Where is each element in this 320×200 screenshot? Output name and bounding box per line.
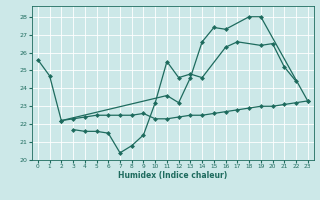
X-axis label: Humidex (Indice chaleur): Humidex (Indice chaleur) <box>118 171 228 180</box>
